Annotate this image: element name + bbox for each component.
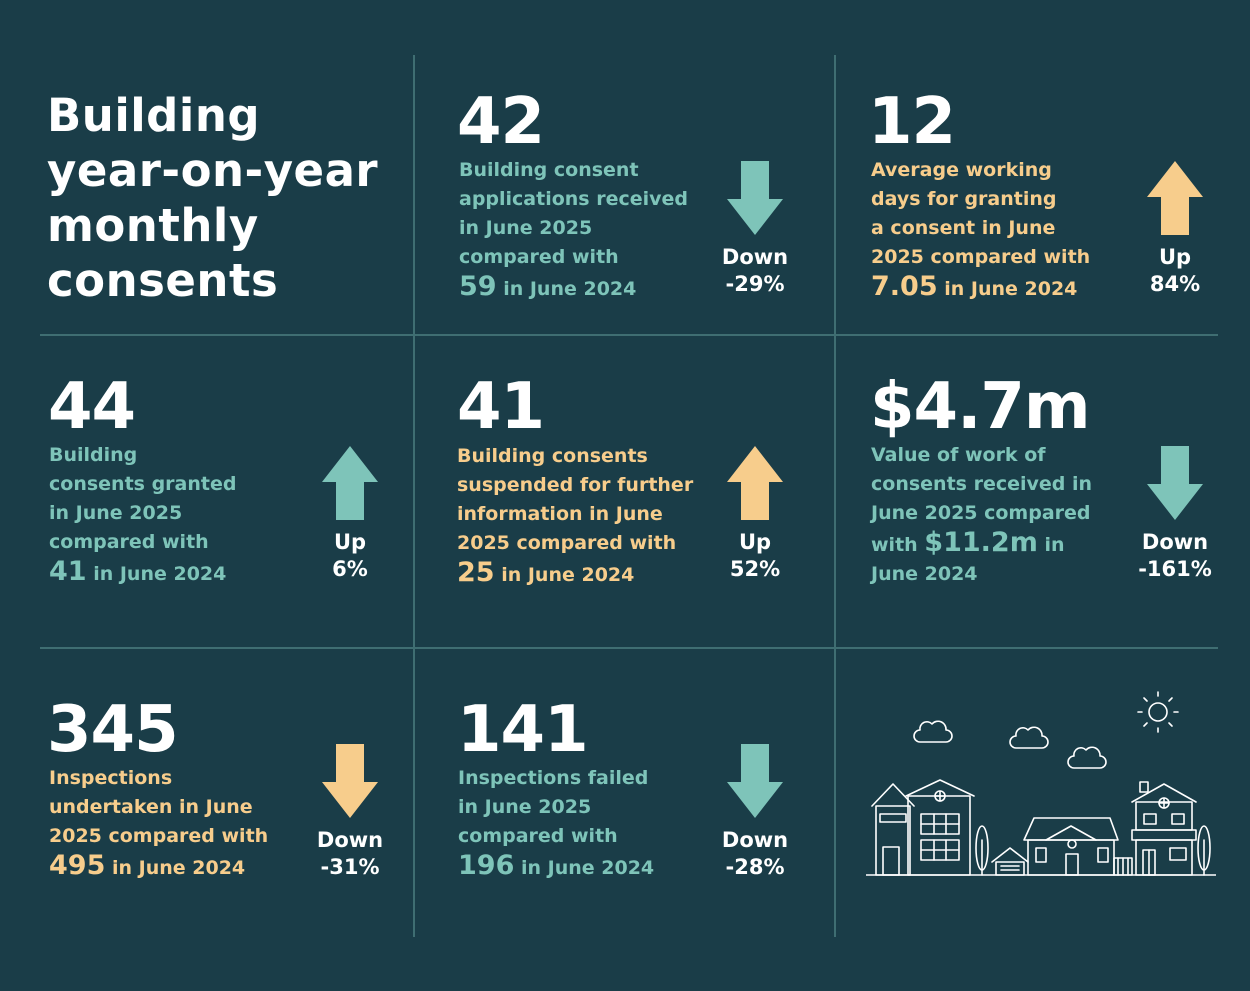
title-line: year-on-year: [47, 144, 379, 197]
stat-value: $4.7m: [870, 370, 1091, 444]
desc-line: suspended for further: [457, 474, 694, 496]
desc-line: in June 2025: [458, 796, 592, 818]
prev-value: 41: [49, 556, 87, 587]
divider-vertical-2: [834, 55, 836, 937]
with-prefix: with: [871, 534, 925, 556]
down-arrow-icon: [322, 744, 378, 818]
prev-suffix: in June 2024: [86, 563, 227, 585]
change-direction: Down: [721, 245, 789, 269]
prev-value: 59: [459, 271, 497, 302]
prev-suffix: in June 2024: [494, 564, 635, 586]
up-arrow-icon: [727, 446, 783, 520]
prev-value: 196: [458, 850, 515, 881]
desc-line: in June 2025: [49, 502, 183, 524]
stat-value: 141: [457, 693, 589, 767]
change-indicator: Down -161%: [1120, 529, 1230, 583]
prev-value: 495: [49, 850, 106, 881]
change-percent: 6%: [332, 557, 368, 581]
prev-suffix: in: [1037, 534, 1065, 556]
desc-line: Inspections: [49, 767, 173, 789]
prev-value: 7.05: [871, 271, 938, 302]
up-arrow-icon: [1147, 161, 1203, 235]
prev-suffix: in June 2024: [105, 857, 246, 879]
cloud-icon: [913, 720, 953, 743]
change-percent: 84%: [1149, 272, 1201, 296]
stat-description: Building consent applications received i…: [459, 156, 688, 304]
change-indicator: Down -31%: [295, 827, 405, 881]
desc-line: June 2024: [871, 563, 978, 585]
prev-suffix: in June 2024: [496, 278, 637, 300]
desc-line: information in June: [457, 503, 663, 525]
change-indicator: Down -28%: [700, 827, 810, 881]
desc-line: compared with: [49, 531, 209, 553]
change-direction: Up: [738, 530, 772, 554]
change-direction: Up: [333, 530, 367, 554]
desc-line: 2025 compared with: [871, 246, 1091, 268]
desc-line: days for granting: [871, 188, 1057, 210]
stat-value: 12: [868, 85, 956, 159]
change-percent: -161%: [1138, 557, 1212, 581]
desc-line: Average working: [871, 159, 1052, 181]
change-percent: 52%: [729, 557, 781, 581]
stat-value: 44: [48, 370, 136, 444]
divider-vertical-1: [413, 55, 415, 937]
change-direction: Down: [721, 828, 789, 852]
desc-line: consents granted: [49, 473, 237, 495]
divider-horizontal-1: [40, 334, 1218, 336]
houses-illustration-icon: [866, 691, 1216, 876]
stat-value: 41: [457, 370, 545, 444]
desc-line: Building consents: [457, 445, 648, 467]
desc-line: 2025 compared with: [457, 532, 677, 554]
cloud-icon: [1009, 726, 1049, 749]
change-indicator: Up 6%: [295, 529, 405, 583]
stat-value: 345: [47, 693, 179, 767]
stat-description: Building consents granted in June 2025 c…: [49, 441, 236, 589]
stat-description: Inspections failed in June 2025 compared…: [458, 764, 654, 883]
desc-line: 2025 compared with: [49, 825, 269, 847]
change-percent: -29%: [725, 272, 785, 296]
title-line: monthly: [47, 199, 259, 252]
title-line: Building: [47, 89, 261, 142]
desc-line: compared with: [459, 246, 619, 268]
desc-line: Building: [49, 444, 138, 466]
stat-description: Value of work of consents received in Ju…: [871, 441, 1092, 589]
prev-value: 25: [457, 557, 495, 588]
page-title: Building year-on-year monthly consents: [47, 88, 407, 308]
desc-line: June 2025 compared: [871, 502, 1091, 524]
desc-line: Inspections failed: [458, 767, 649, 789]
stat-description: Average working days for granting a cons…: [871, 156, 1090, 304]
cloud-icon: [1067, 746, 1107, 769]
change-direction: Down: [1141, 530, 1209, 554]
change-indicator: Up 84%: [1120, 244, 1230, 298]
stat-description: Inspections undertaken in June 2025 comp…: [49, 764, 268, 883]
divider-horizontal-2: [40, 647, 1218, 649]
change-percent: -28%: [725, 855, 785, 879]
desc-line: a consent in June: [871, 217, 1056, 239]
desc-line: consents received in: [871, 473, 1093, 495]
down-arrow-icon: [727, 161, 783, 235]
stat-description: Building consents suspended for further …: [457, 442, 693, 590]
prev-suffix: in June 2024: [937, 278, 1078, 300]
stat-value: 42: [457, 85, 545, 159]
prev-value: $11.2m: [924, 527, 1038, 558]
change-indicator: Down -29%: [700, 244, 810, 298]
title-line: consents: [47, 254, 279, 307]
desc-line: applications received: [459, 188, 689, 210]
change-direction: Down: [316, 828, 384, 852]
down-arrow-icon: [727, 744, 783, 818]
change-percent: -31%: [320, 855, 380, 879]
sun-icon: [1137, 691, 1179, 733]
desc-line: compared with: [458, 825, 618, 847]
prev-suffix: in June 2024: [514, 857, 655, 879]
desc-line: in June 2025: [459, 217, 593, 239]
desc-line: Value of work of: [871, 444, 1046, 466]
up-arrow-icon: [322, 446, 378, 520]
change-indicator: Up 52%: [700, 529, 810, 583]
change-direction: Up: [1158, 245, 1192, 269]
desc-line: undertaken in June: [49, 796, 253, 818]
down-arrow-icon: [1147, 446, 1203, 520]
desc-line: Building consent: [459, 159, 639, 181]
